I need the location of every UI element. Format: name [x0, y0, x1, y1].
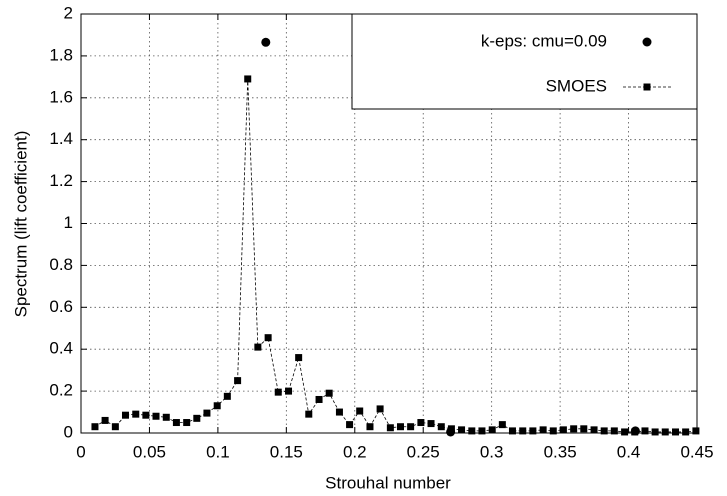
data-point [152, 412, 160, 420]
data-point [193, 414, 201, 422]
x-tick-label: 0.15 [270, 442, 303, 461]
y-tick-label: 0.4 [49, 339, 73, 358]
x-tick-label: 0.1 [206, 442, 230, 461]
y-tick-label: 0.8 [49, 255, 73, 274]
data-point [305, 410, 313, 418]
series-line [94, 78, 696, 433]
data-point [335, 408, 343, 416]
legend-label: SMOES [546, 76, 607, 95]
data-point [508, 427, 516, 435]
data-point [570, 425, 578, 433]
data-point [366, 423, 374, 431]
data-point [407, 423, 415, 431]
y-tick-label: 0.2 [49, 381, 73, 400]
data-point [203, 409, 211, 417]
data-point [295, 354, 303, 362]
y-tick-label: 1.8 [49, 45, 73, 64]
data-point [274, 388, 282, 396]
data-point [261, 37, 271, 47]
x-tick-label: 0.3 [480, 442, 504, 461]
data-point [631, 428, 639, 436]
y-tick-label: 2 [64, 3, 73, 22]
data-point [254, 343, 262, 351]
data-point [549, 427, 557, 435]
x-tick-label: 0.25 [407, 442, 440, 461]
x-tick-label: 0.45 [680, 442, 713, 461]
x-tick-label: 0.35 [544, 442, 577, 461]
data-point [325, 389, 333, 397]
data-point [132, 410, 140, 418]
data-point [315, 395, 323, 403]
data-point [468, 427, 476, 435]
y-tick-label: 1 [64, 213, 73, 232]
data-point [223, 392, 231, 400]
data-point [417, 419, 425, 427]
data-point [386, 424, 394, 432]
data-point [478, 427, 486, 435]
y-tick-label: 0 [64, 422, 73, 441]
data-point [692, 427, 700, 435]
legend-box [351, 13, 698, 110]
data-point [91, 423, 99, 431]
data-point [244, 75, 252, 83]
legend-marker [642, 37, 652, 47]
data-point [264, 334, 272, 342]
y-tick-label: 1.2 [49, 171, 73, 190]
data-point [539, 426, 547, 434]
data-point [234, 377, 242, 385]
data-point [142, 411, 150, 419]
y-tick-label: 1.6 [49, 87, 73, 106]
data-point [346, 421, 354, 429]
data-point [183, 419, 191, 427]
data-point [427, 420, 435, 428]
data-point [682, 428, 690, 436]
data-point [101, 416, 109, 424]
x-tick-label: 0.2 [343, 442, 367, 461]
x-tick-label: 0.4 [617, 442, 641, 461]
y-tick-label: 1.4 [49, 129, 73, 148]
data-point [498, 421, 506, 429]
data-point [111, 423, 119, 431]
data-point [285, 387, 293, 395]
data-point [610, 427, 618, 435]
data-point [121, 411, 129, 419]
data-point [447, 425, 455, 433]
data-point [559, 426, 567, 434]
data-point [356, 407, 364, 415]
data-point [580, 425, 588, 433]
data-point [376, 405, 384, 413]
data-point [600, 427, 608, 435]
x-tick-label: 0 [76, 442, 85, 461]
x-tick-label: 0.05 [133, 442, 166, 461]
data-point [458, 426, 466, 434]
data-point [590, 426, 598, 434]
y-tick-label: 0.6 [49, 297, 73, 316]
data-point [172, 419, 180, 427]
legend-label: k-eps: cmu=0.09 [481, 31, 607, 50]
x-axis-label: Strouhal number [325, 473, 451, 492]
data-point [488, 426, 496, 434]
data-point [519, 427, 527, 435]
data-point [661, 428, 669, 436]
legend-marker [643, 83, 651, 91]
data-point [621, 428, 629, 436]
data-point [162, 413, 170, 421]
data-point [213, 402, 221, 410]
data-point [641, 427, 649, 435]
data-point [651, 428, 659, 436]
data-point [437, 423, 445, 431]
y-axis-label: Spectrum (lift coefficient) [11, 131, 30, 318]
data-point [529, 427, 537, 435]
data-point [396, 423, 404, 431]
data-point [672, 428, 680, 436]
